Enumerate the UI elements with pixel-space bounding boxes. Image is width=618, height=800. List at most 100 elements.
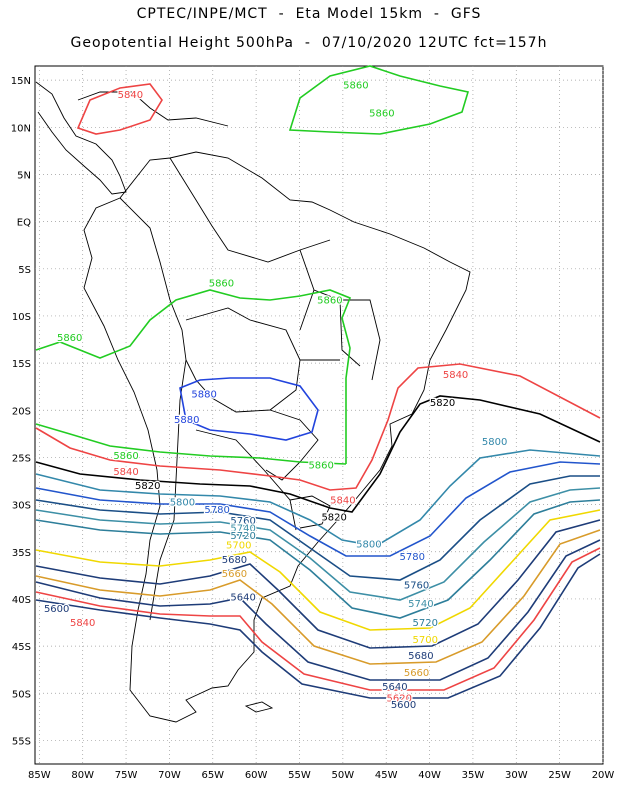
contour-label-5720: 5720 (413, 618, 438, 629)
map-subtitle: Geopotential Height 500hPa - 07/10/2020 … (70, 35, 548, 51)
lat-tick-label: 20S (12, 406, 31, 417)
contour-label-5780: 5780 (399, 552, 424, 563)
contour-label-5880: 5880 (174, 415, 199, 426)
contour-label-5820: 5820 (135, 481, 160, 492)
contour-label-5620: 5620 (386, 693, 411, 704)
border-brazil-states (299, 249, 381, 381)
map-title: CPTEC/INPE/MCT - Eta Model 15km - GFS (136, 6, 482, 22)
central-america-outline (35, 81, 127, 195)
contour-label-5820: 5820 (430, 398, 455, 409)
contour-label-5820: 5820 (321, 512, 346, 523)
border-brazil-north (169, 157, 331, 263)
contour-5860-south (35, 423, 347, 465)
caribbean-coast (77, 91, 229, 127)
contour-5740 (35, 487, 601, 601)
lon-tick-label: 80W (71, 770, 94, 781)
contour-label-5800: 5800 (356, 540, 381, 551)
lat-tick-label: 55S (12, 736, 31, 747)
axis-ticks: 15N 10N 5N EQ 5S 10S 15S 20S 25S 30S 35S 40S 45S 50S 5… (11, 76, 615, 781)
contour-label-5860: 5860 (317, 295, 342, 306)
lat-tick-label: 15S (12, 359, 31, 370)
lat-tick-label: 5S (18, 265, 31, 276)
map-gridlines (35, 66, 604, 764)
contour-label-5780: 5780 (204, 505, 229, 516)
contour-lines (35, 65, 601, 699)
lat-tick-label: 40S (12, 595, 31, 606)
lat-tick-label: 35S (12, 548, 31, 559)
contour-label-5660: 5660 (222, 569, 247, 580)
lon-tick-label: 25W (548, 770, 571, 781)
contour-label-5740: 5740 (408, 599, 433, 610)
contour-label-5860: 5860 (113, 451, 138, 462)
malvinas-island (244, 701, 274, 713)
lat-tick-label: 30S (12, 501, 31, 512)
contour-label-5760: 5760 (230, 516, 255, 527)
border-paraguay (265, 409, 319, 481)
contour-label-5640: 5640 (230, 593, 255, 604)
lon-tick-label: 65W (201, 770, 224, 781)
contour-label-5860: 5860 (369, 109, 394, 120)
lon-tick-label: 60W (245, 770, 268, 781)
lon-tick-label: 40W (418, 770, 441, 781)
coastline (35, 81, 471, 723)
contour-label-5800: 5800 (482, 437, 507, 448)
contour-label-5600: 5600 (44, 604, 69, 615)
lon-tick-label: 70W (158, 770, 181, 781)
contour-label-5840: 5840 (443, 370, 468, 381)
lat-tick-label: 15N (11, 76, 31, 87)
contour-5760 (35, 475, 600, 581)
lat-tick-label: 5N (17, 170, 31, 181)
lon-tick-label: 55W (288, 770, 311, 781)
contour-label-5840: 5840 (70, 618, 95, 629)
contour-label-5840: 5840 (118, 90, 143, 101)
lat-tick-label: 25S (12, 453, 31, 464)
lon-tick-label: 45W (375, 770, 398, 781)
lat-tick-label: 10N (11, 123, 31, 134)
contour-5840-north (76, 83, 163, 135)
border-bolivia (185, 307, 301, 413)
contour-label-5880: 5880 (191, 390, 216, 401)
lon-tick-label: 35W (462, 770, 485, 781)
lon-tick-label: 30W (505, 770, 528, 781)
contour-label-5600: 5600 (391, 700, 416, 711)
lon-tick-label: 50W (332, 770, 355, 781)
contour-label-5760: 5760 (404, 580, 429, 591)
border-uruguay (289, 495, 331, 529)
contour-5860-central (35, 289, 352, 464)
border-andes (119, 197, 187, 621)
contour-label-5680: 5680 (408, 651, 433, 662)
contour-label-5840: 5840 (330, 495, 355, 506)
contour-5840-main (35, 363, 601, 491)
south-america-outline (83, 151, 471, 723)
map-frame (34, 65, 604, 765)
lat-tick-label: 45S (12, 642, 31, 653)
contour-label-5720: 5720 (230, 531, 255, 542)
contour-5860-north (288, 65, 470, 135)
lon-tick-label: 85W (28, 770, 51, 781)
contour-label-5740: 5740 (230, 524, 255, 535)
contour-label-5700: 5700 (413, 635, 438, 646)
contour-5820 (35, 395, 601, 513)
contour-label-5860: 5860 (308, 460, 333, 471)
contour-5780 (35, 461, 601, 557)
lat-tick-label: 10S (12, 312, 31, 323)
contour-5600 (35, 553, 601, 699)
contour-5620 (35, 547, 601, 691)
contour-label-5680: 5680 (222, 555, 247, 566)
contour-5720 (35, 499, 601, 619)
contour-label-5840: 5840 (113, 467, 138, 478)
border-argentina (195, 429, 297, 531)
contour-label-5860: 5860 (343, 80, 368, 91)
lat-tick-label: EQ (17, 218, 31, 229)
contour-5700 (35, 509, 601, 631)
contour-label-5640: 5640 (382, 682, 407, 693)
lat-tick-label: 50S (12, 689, 31, 700)
contour-label-5700: 5700 (226, 541, 251, 552)
contour-label-5660: 5660 (404, 668, 429, 679)
contour-5680 (35, 519, 601, 649)
contour-5640 (35, 539, 601, 681)
contour-label-5860: 5860 (209, 278, 234, 289)
contour-5800 (35, 449, 601, 547)
contour-label-5860: 5860 (57, 333, 82, 344)
